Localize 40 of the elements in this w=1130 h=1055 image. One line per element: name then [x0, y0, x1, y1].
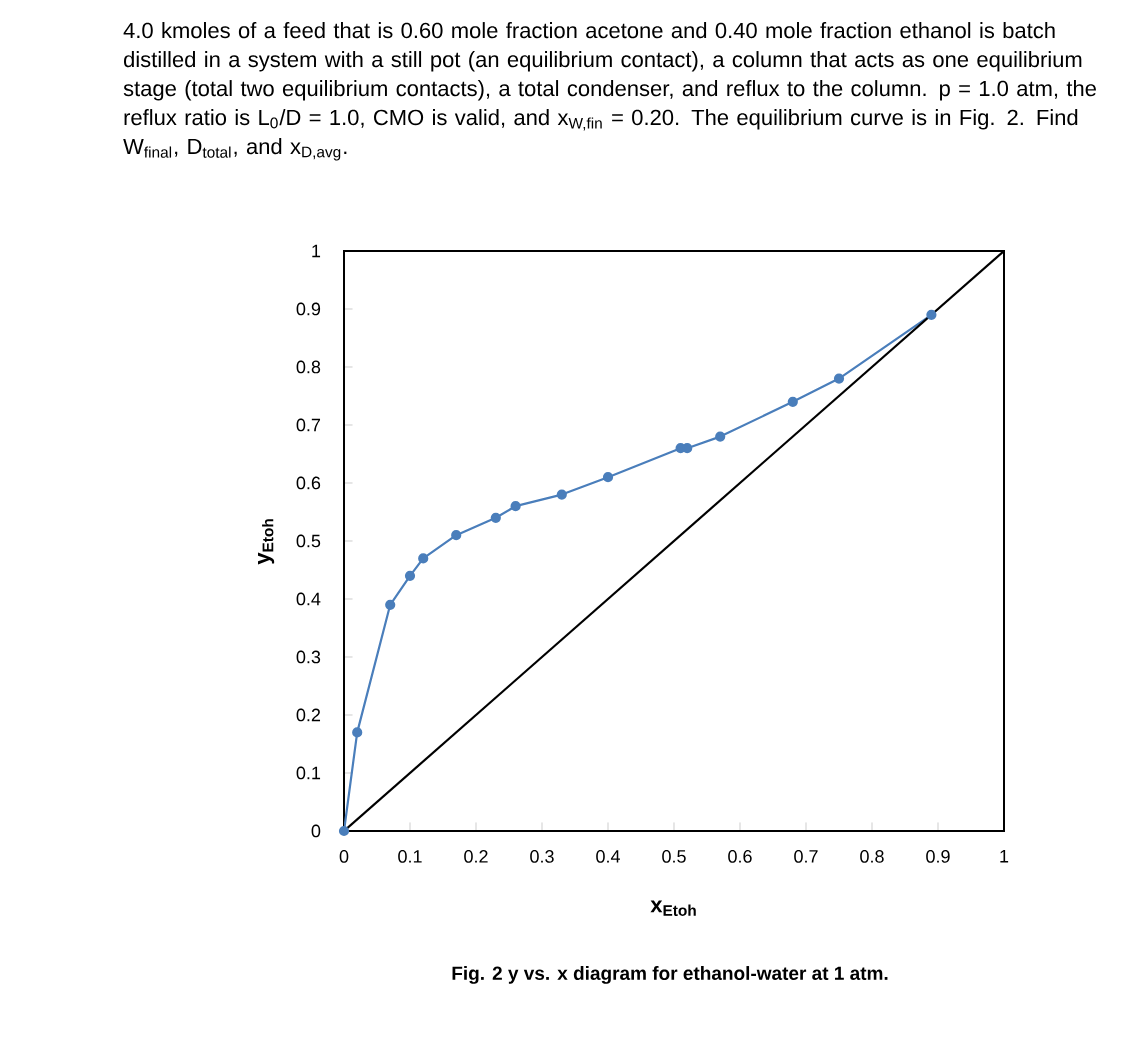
- point: [385, 599, 396, 610]
- x-tick-label: 0.2: [464, 850, 488, 863]
- point: [451, 530, 462, 541]
- point: [418, 553, 429, 564]
- y-tick-label: 0: [311, 824, 321, 838]
- x-tick-label: 0: [339, 850, 349, 863]
- x-tick-label: 0.7: [794, 850, 818, 863]
- x-tick-label: 0.6: [728, 850, 752, 863]
- y-tick-label: 0.8: [296, 360, 321, 374]
- point: [338, 825, 350, 837]
- x-tick-label: 0.8: [860, 850, 884, 863]
- x-tick-label: 0.4: [596, 850, 620, 863]
- point: [833, 373, 845, 384]
- y-tick-label: 0.2: [296, 708, 321, 722]
- x-tick-label: 0.3: [530, 850, 554, 863]
- y-tick-label: 0.4: [296, 592, 321, 606]
- y-axis-title: y$_{Etoh}$: [258, 519, 275, 565]
- y-tick-label: 1: [312, 244, 321, 258]
- y-tick-label: 0.9: [296, 302, 321, 316]
- point: [556, 489, 567, 500]
- point: [490, 512, 501, 523]
- y-tick-label: 0.3: [296, 650, 321, 664]
- y-tick-label: 0.6: [296, 476, 321, 490]
- y-tick-label: 0.7: [296, 418, 321, 432]
- y-tick-label: 0.1: [296, 766, 321, 780]
- point: [787, 396, 798, 407]
- point: [404, 570, 416, 581]
- caption: Fig. 2 y vs. x diagram for ethanol-water at 1 atm.: [452, 966, 888, 984]
- point: [926, 309, 937, 320]
- x-tick-label: 0.9: [926, 850, 950, 863]
- x-tick-label: 0.1: [398, 850, 422, 863]
- x-tick-label: 0.5: [662, 850, 686, 863]
- point: [352, 727, 363, 738]
- chart-title: 4.0 kmoles of a feed that is 0.60 mole fraction acetone and 0.40 mole fraction ethanol is batch distilled in a system with a still pot (an equilibrium contact), a column that acts as one equilibrium stage (total two equilibrium contacts), a total condenser, and reflux to the column. p = 1.0 atm, the reflux ratio is L$_{0}$/D = 1.0, CMO is valid, and x$_{W,fin}$ = 0.20. The equilibrium curve is in Fig. 2. Find W$_{final}$, D$_{total}$, and x$_{D,avg}$.: [123, 22, 1096, 161]
- x-tick-label: 1: [1000, 850, 1009, 863]
- point: [510, 501, 521, 512]
- x-axis-title: x$_{Etoh}$: [650, 900, 696, 916]
- point: [602, 472, 614, 483]
- y-tick-label: 0.5: [296, 534, 321, 548]
- point: [715, 431, 726, 442]
